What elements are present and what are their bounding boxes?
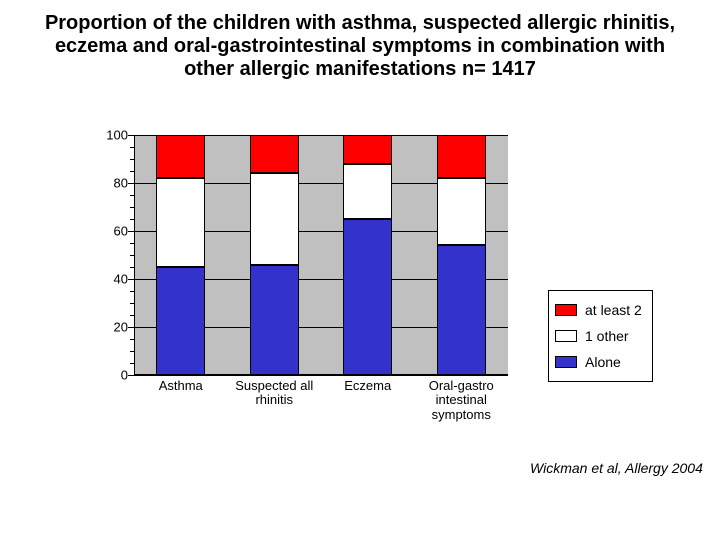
bar-segment-one_other (437, 178, 486, 245)
category-label: Eczema (328, 375, 408, 415)
bar-segment-alone (250, 265, 299, 375)
chart: 020406080100 AsthmaSuspected all rhiniti… (88, 135, 508, 415)
legend: at least 2 1 other Alone (548, 290, 653, 382)
legend-item: 1 other (555, 323, 642, 349)
y-tick-label: 100 (88, 128, 128, 143)
bar-column (343, 135, 392, 375)
bar-column (437, 135, 486, 375)
legend-label: at least 2 (585, 302, 642, 318)
citation: Wickman et al, Allergy 2004 (530, 460, 703, 476)
y-tick-label: 0 (88, 368, 128, 383)
y-tick-label: 80 (88, 176, 128, 191)
category-label: Suspected all rhinitis (234, 375, 314, 415)
category-label: Oral-gastro intestinal symptoms (421, 375, 501, 415)
bar-segment-atleast2 (437, 135, 486, 178)
category-labels: Asthma Suspected all rhinitis Eczema Oral-g… (134, 375, 508, 415)
bar-segment-alone (343, 219, 392, 375)
bar-column (156, 135, 205, 375)
y-tick-label: 60 (88, 224, 128, 239)
bar-group (134, 135, 508, 375)
y-tick-label: 40 (88, 272, 128, 287)
legend-swatch (555, 356, 577, 368)
bar-segment-atleast2 (250, 135, 299, 173)
bar-segment-atleast2 (343, 135, 392, 164)
bar-segment-atleast2 (156, 135, 205, 178)
legend-item: Alone (555, 349, 642, 375)
bar-segment-alone (437, 245, 486, 375)
bar-segment-one_other (343, 164, 392, 219)
bar-segment-alone (156, 267, 205, 375)
y-tick-label: 20 (88, 320, 128, 335)
bar-segment-one_other (156, 178, 205, 267)
legend-label: Alone (585, 354, 621, 370)
bar-segment-one_other (250, 173, 299, 264)
legend-label: 1 other (585, 328, 629, 344)
legend-item: at least 2 (555, 297, 642, 323)
chart-title: Proportion of the children with asthma, … (40, 12, 680, 81)
legend-swatch (555, 304, 577, 316)
y-axis (134, 135, 135, 375)
category-label: Asthma (141, 375, 221, 415)
legend-swatch (555, 330, 577, 342)
bar-column (250, 135, 299, 375)
